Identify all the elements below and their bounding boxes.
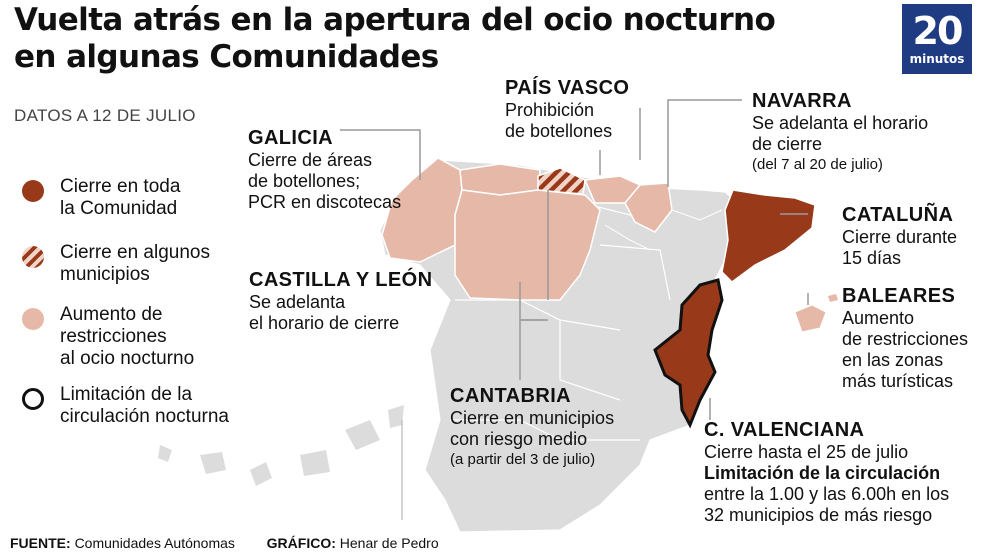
- label-pais-vasco: PAÍS VASCO Prohibición de botellones: [505, 76, 665, 142]
- region-detail: Prohibición: [505, 100, 595, 120]
- striped-swatch-icon: [22, 246, 44, 268]
- internal-borders: [450, 199, 671, 441]
- region-detail: Aumento: [842, 308, 915, 328]
- region-name: BALEARES: [842, 285, 956, 307]
- region-detail: Cierre en municipios: [450, 408, 615, 428]
- region-name: CATALUÑA: [842, 204, 954, 226]
- label-galicia: GALICIA Cierre de áreas de botellones; P…: [248, 126, 448, 213]
- region-detail: de cierre: [752, 134, 823, 154]
- source-value: Comunidades Autónomas: [74, 535, 235, 551]
- title-line-1: Vuelta atrás en la apertura del ocio noc…: [14, 2, 776, 38]
- cantabria-region: [537, 167, 586, 195]
- region-detail: en las zonas: [842, 350, 944, 370]
- cataluna-region: [721, 189, 816, 283]
- region-detail: de restricciones: [842, 329, 969, 349]
- region-name: GALICIA: [248, 127, 334, 149]
- region-detail: Cierre durante: [842, 227, 958, 247]
- ring-outline-icon: [22, 388, 44, 410]
- region-name: PAÍS VASCO: [505, 77, 630, 99]
- graphic-label: GRÁFICO:: [266, 535, 336, 551]
- region-detail: Cierre de áreas: [248, 150, 373, 170]
- legend-label: Limitación de la: [60, 384, 193, 405]
- light-swatch-icon: [22, 308, 44, 330]
- baleares-islet: [828, 294, 838, 302]
- label-navarra: NAVARRA Se adelanta el horario de cierre…: [752, 89, 982, 174]
- legend-label: municipios: [60, 264, 150, 285]
- source-label: FUENTE:: [10, 535, 71, 551]
- label-baleares: BALEARES Aumento de restricciones en las…: [842, 284, 990, 392]
- footer-credits: FUENTE: Comunidades Autónomas GRÁFICO: H…: [10, 535, 439, 551]
- region-detail: PCR en discotecas: [248, 192, 402, 212]
- region-detail: más turísticas: [842, 371, 954, 391]
- region-detail: de botellones;: [248, 171, 361, 191]
- legend-label: Cierre en toda: [60, 176, 181, 197]
- region-name: CASTILLA Y LEÓN: [249, 269, 433, 291]
- label-cantabria: CANTABRIA Cierre en municipios con riesg…: [450, 384, 660, 469]
- logo-number: 20: [912, 9, 964, 53]
- region-detail: Se adelanta: [249, 292, 346, 312]
- region-note: (del 7 al 20 de julio): [752, 156, 883, 173]
- region-name: C. VALENCIANA: [704, 419, 865, 441]
- legend-label: Aumento de: [60, 304, 163, 325]
- community-borders: [604, 209, 723, 251]
- canarias-islands: [158, 405, 404, 486]
- legend-label: restricciones: [60, 326, 167, 347]
- page-title: Vuelta atrás en la apertura del ocio noc…: [14, 2, 854, 76]
- label-cataluna: CATALUÑA Cierre durante 15 días: [842, 203, 987, 269]
- leader-lines: [340, 99, 809, 420]
- label-castilla-leon: CASTILLA Y LEÓN Se adelanta el horario d…: [249, 268, 449, 334]
- data-date: DATOS A 12 DE JULIO: [14, 106, 196, 125]
- legend-label: la Comunidad: [60, 198, 178, 219]
- region-detail: de botellones: [505, 121, 613, 141]
- asturias-region: [459, 163, 541, 196]
- valenciana-region: [653, 278, 724, 429]
- title-line-2: en algunas Comunidades: [14, 39, 439, 75]
- region-detail: 15 días: [842, 248, 902, 268]
- region-name: NAVARRA: [752, 90, 852, 112]
- region-detail-bold: Limitación de la circulación: [704, 463, 941, 483]
- region-detail: Cierre hasta el 25 de julio: [704, 442, 909, 462]
- logo-word: minutos: [909, 52, 965, 66]
- region-note: (a partir del 3 de julio): [450, 451, 596, 468]
- legend-label: al ocio nocturno: [60, 348, 195, 369]
- region-detail: entre la 1.00 y las 6.00h en los: [704, 484, 950, 504]
- graphic-value: Henar de Pedro: [339, 535, 439, 551]
- region-name: CANTABRIA: [450, 385, 571, 407]
- region-detail: el horario de cierre: [249, 313, 400, 333]
- legend-label: circulación nocturna: [60, 406, 229, 427]
- baleares-islands: [794, 304, 827, 333]
- legend-label: Cierre en algunos: [60, 242, 210, 263]
- region-detail: con riesgo medio: [450, 429, 588, 449]
- region-detail: 32 municipios de más riesgo: [704, 505, 933, 525]
- label-valenciana: C. VALENCIANA Cierre hasta el 25 de juli…: [704, 418, 988, 526]
- brand-logo: 20 minutos: [902, 4, 972, 74]
- full-closure-swatch-icon: [22, 180, 44, 202]
- region-detail: Se adelanta el horario: [752, 113, 929, 133]
